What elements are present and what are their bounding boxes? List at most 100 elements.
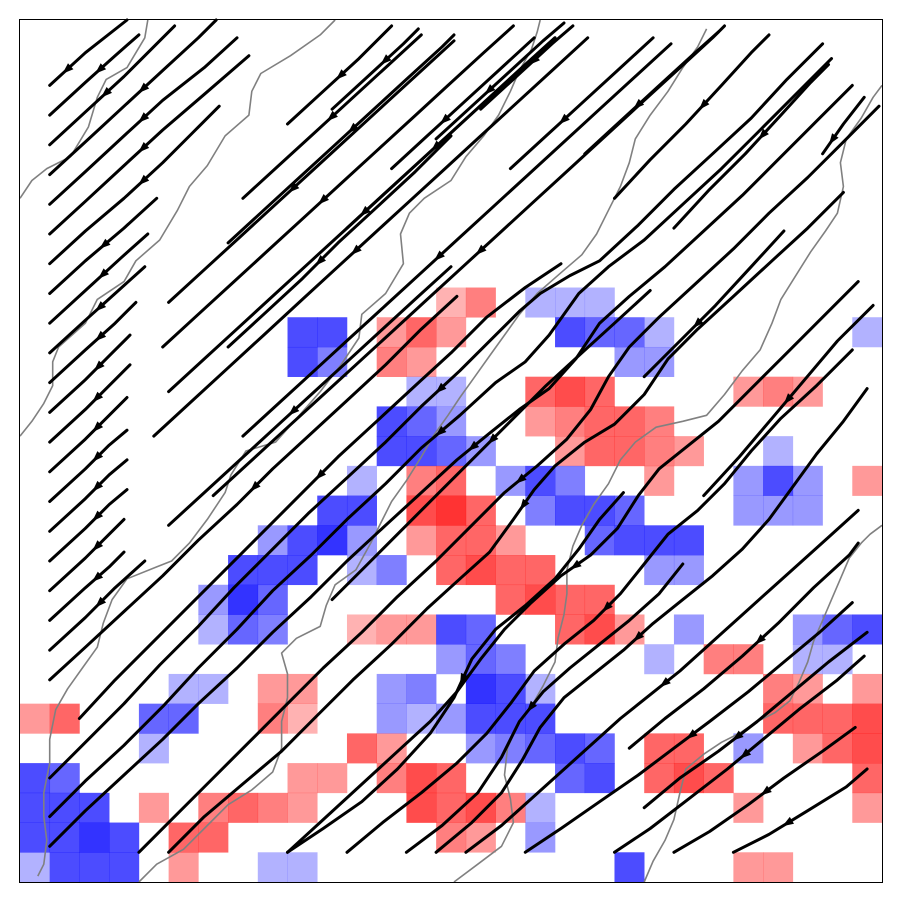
streamline-arrow-icon bbox=[519, 498, 530, 511]
heatmap-cell bbox=[406, 792, 437, 823]
heatmap-cell bbox=[555, 733, 586, 764]
heatmap-cell bbox=[555, 763, 586, 794]
heatmap-cell bbox=[792, 703, 823, 734]
streamline bbox=[161, 24, 515, 349]
heatmap-cell bbox=[257, 852, 288, 883]
heatmap-cell bbox=[614, 525, 645, 556]
streamline-arrow-icon bbox=[92, 451, 104, 462]
heatmap-cell bbox=[436, 495, 467, 526]
heatmap-cell bbox=[317, 763, 348, 794]
streamline bbox=[48, 104, 221, 266]
streamline-arrow-icon bbox=[755, 634, 766, 645]
heatmap-cell bbox=[465, 495, 496, 526]
streamline-arrow-icon bbox=[692, 317, 704, 329]
heatmap-cell bbox=[436, 376, 467, 407]
heatmap-cell bbox=[406, 525, 437, 556]
streamline bbox=[48, 24, 177, 147]
heatmap-cell bbox=[703, 644, 734, 675]
streamline bbox=[167, 39, 456, 304]
heatmap-cell bbox=[376, 436, 407, 467]
heatmap-cell bbox=[376, 406, 407, 437]
streamline-arrow-icon bbox=[698, 98, 710, 110]
streamline-arrow-icon bbox=[526, 700, 537, 713]
heatmap-cell bbox=[49, 822, 80, 853]
streamline-arrow-icon bbox=[633, 631, 645, 642]
streamline-arrow-icon bbox=[558, 113, 570, 125]
heatmap-cell bbox=[644, 525, 675, 556]
streamline-arrow-icon bbox=[782, 816, 794, 827]
streamline-arrow-icon bbox=[138, 82, 150, 94]
streamline-arrow-icon bbox=[138, 112, 150, 123]
streamline-arrow-icon bbox=[350, 244, 362, 256]
streamline-arrow-icon bbox=[686, 729, 698, 740]
contour-line bbox=[19, 19, 336, 437]
streamline-arrow-icon bbox=[138, 142, 150, 153]
streamline-arrow-icon bbox=[95, 63, 107, 74]
heatmap-cell bbox=[673, 436, 704, 467]
contour-line bbox=[19, 19, 149, 199]
streamline-arrow-icon bbox=[95, 596, 107, 608]
heatmap-cell bbox=[346, 733, 377, 764]
heatmap-cell bbox=[138, 703, 169, 734]
streamline bbox=[672, 63, 830, 230]
streamline-arrow-icon bbox=[92, 571, 104, 582]
heatmap-cell bbox=[852, 465, 883, 496]
streamline bbox=[731, 767, 869, 854]
streamline-arrow-icon bbox=[326, 110, 338, 122]
streamline bbox=[48, 488, 129, 563]
streamline-arrow-icon bbox=[249, 480, 261, 492]
heatmap-cell bbox=[20, 703, 51, 734]
heatmap-cell bbox=[733, 465, 764, 496]
heatmap-cell bbox=[376, 614, 407, 645]
streamline-arrow-icon bbox=[99, 238, 111, 249]
plot-frame bbox=[19, 19, 883, 883]
heatmap-cell bbox=[763, 852, 794, 883]
streamline bbox=[48, 458, 129, 533]
heatmap-cell bbox=[852, 733, 883, 764]
heatmap-cell bbox=[555, 584, 586, 615]
heatmap-cell bbox=[198, 822, 229, 853]
heatmap-cell bbox=[287, 317, 318, 348]
heatmap-cell bbox=[584, 584, 615, 615]
streamline bbox=[241, 42, 673, 438]
streamline-arrow-icon bbox=[435, 382, 447, 394]
heatmap-cell bbox=[733, 852, 764, 883]
heatmap-cell bbox=[584, 614, 615, 645]
heatmap-cell bbox=[376, 703, 407, 734]
streamline-arrow-icon bbox=[487, 433, 499, 445]
streamline bbox=[345, 36, 557, 230]
heatmap-cell bbox=[495, 525, 526, 556]
streamline bbox=[48, 18, 218, 177]
streamline bbox=[48, 517, 126, 593]
heatmap-cell bbox=[257, 673, 288, 704]
streamline-arrow-icon bbox=[570, 559, 582, 570]
heatmap-cell bbox=[555, 376, 586, 407]
streamline-arrow-icon bbox=[828, 133, 839, 145]
streamline-arrow-icon bbox=[315, 255, 326, 266]
streamline-arrow-icon bbox=[92, 480, 104, 492]
heatmap-cell bbox=[20, 792, 51, 823]
heatmap-cell bbox=[49, 852, 80, 883]
heatmap-cell bbox=[346, 465, 377, 496]
streamline-arrow-icon bbox=[760, 785, 772, 796]
streamline-arrow-icon bbox=[439, 113, 451, 125]
streamline bbox=[48, 42, 825, 780]
streamline-arrow-icon bbox=[92, 391, 104, 403]
heatmap-cell bbox=[287, 555, 318, 586]
streamline-arrow-icon bbox=[62, 63, 74, 74]
heatmap-cell bbox=[525, 495, 556, 526]
heatmap-cell bbox=[376, 346, 407, 377]
heatmap-cell bbox=[436, 614, 467, 645]
streamline bbox=[434, 387, 869, 854]
streamline bbox=[390, 36, 536, 171]
heatmap-cell bbox=[792, 733, 823, 764]
heatmap-cell bbox=[317, 525, 348, 556]
heatmap-cell bbox=[822, 703, 853, 734]
streamline bbox=[226, 33, 456, 245]
heatmap-cell bbox=[465, 673, 496, 704]
heatmap-cell bbox=[406, 763, 437, 794]
contour-line bbox=[37, 19, 541, 877]
heatmap-cell bbox=[228, 792, 259, 823]
streamline-arrow-icon bbox=[92, 421, 104, 433]
streamline-arrow-icon bbox=[101, 87, 112, 98]
